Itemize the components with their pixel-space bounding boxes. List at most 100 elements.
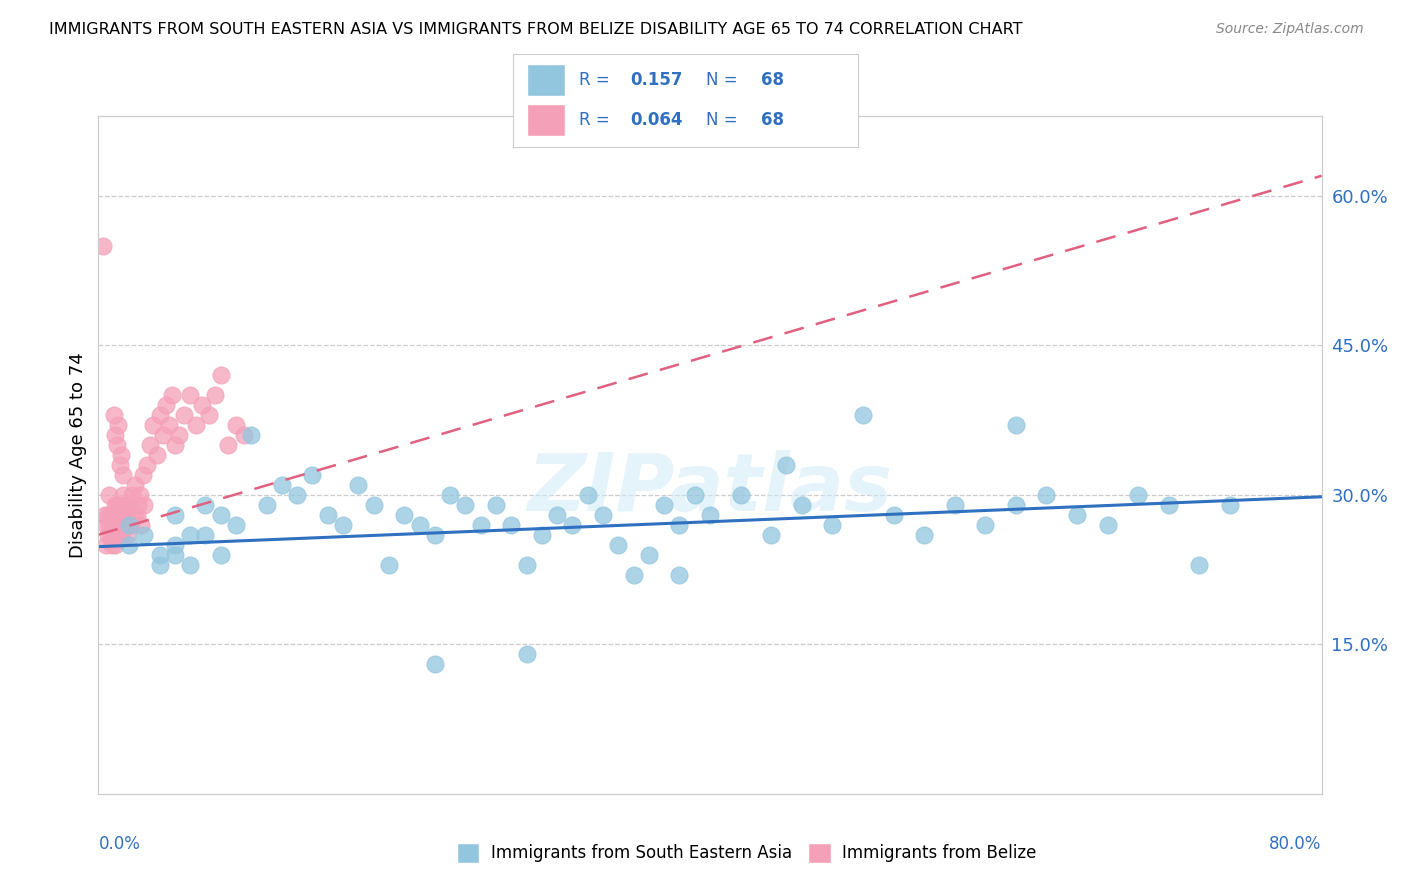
Point	[883, 508, 905, 522]
Point	[94, 538, 117, 552]
Point	[974, 517, 997, 532]
Point	[225, 517, 247, 532]
Point	[530, 527, 553, 541]
Point	[775, 458, 797, 472]
Point	[363, 498, 385, 512]
Point	[134, 527, 156, 541]
Point	[332, 517, 354, 532]
Text: N =: N =	[706, 111, 742, 129]
Point	[103, 527, 125, 541]
Text: 0.064: 0.064	[630, 111, 683, 129]
Point	[423, 527, 446, 541]
Point	[209, 368, 232, 383]
Point	[107, 417, 129, 432]
Point	[104, 498, 127, 512]
Text: Immigrants from Belize: Immigrants from Belize	[842, 844, 1036, 862]
Point	[110, 527, 132, 541]
Point	[118, 538, 141, 552]
Point	[163, 538, 186, 552]
Text: 68: 68	[761, 70, 785, 88]
Point	[108, 517, 131, 532]
Point	[637, 548, 661, 562]
Point	[118, 517, 141, 532]
Point	[316, 508, 339, 522]
Point	[209, 508, 232, 522]
Point	[516, 558, 538, 572]
Point	[191, 398, 214, 412]
Point	[240, 428, 263, 442]
Point	[454, 498, 477, 512]
Point	[139, 438, 162, 452]
Point	[852, 408, 875, 422]
Point	[110, 448, 132, 462]
Point	[157, 417, 180, 432]
Point	[378, 558, 401, 572]
Point	[1035, 488, 1057, 502]
Point	[149, 408, 172, 422]
Point	[1004, 417, 1026, 432]
Point	[108, 458, 131, 472]
Point	[142, 417, 165, 432]
Point	[121, 488, 143, 502]
Point	[100, 508, 122, 522]
Point	[91, 238, 114, 252]
Point	[108, 498, 131, 512]
Point	[392, 508, 416, 522]
Point	[194, 498, 217, 512]
Point	[501, 517, 523, 532]
Point	[1219, 498, 1241, 512]
Point	[256, 498, 278, 512]
Text: ZIPatlas: ZIPatlas	[527, 450, 893, 528]
Text: Source: ZipAtlas.com: Source: ZipAtlas.com	[1216, 22, 1364, 37]
Point	[100, 527, 122, 541]
Point	[163, 548, 186, 562]
Point	[105, 498, 128, 512]
Point	[561, 517, 583, 532]
Point	[1004, 498, 1026, 512]
Point	[204, 388, 226, 402]
Point	[152, 428, 174, 442]
Point	[1188, 558, 1211, 572]
Point	[112, 498, 135, 512]
Point	[105, 517, 128, 532]
Point	[217, 438, 239, 452]
Point	[97, 508, 120, 522]
Point	[270, 478, 292, 492]
Point	[105, 438, 128, 452]
Point	[129, 517, 152, 532]
Point	[179, 558, 201, 572]
Text: N =: N =	[706, 70, 742, 88]
Point	[103, 408, 125, 422]
Point	[301, 467, 323, 482]
Point	[103, 517, 125, 532]
Point	[285, 488, 308, 502]
Point	[408, 517, 430, 532]
Point	[93, 508, 115, 522]
Point	[101, 538, 124, 552]
Point	[607, 538, 630, 552]
Point	[128, 488, 150, 502]
Point	[576, 488, 599, 502]
Point	[110, 508, 132, 522]
Point	[232, 428, 254, 442]
Point	[173, 408, 195, 422]
Bar	[527, 104, 565, 136]
Point	[194, 527, 217, 541]
Text: IMMIGRANTS FROM SOUTH EASTERN ASIA VS IMMIGRANTS FROM BELIZE DISABILITY AGE 65 T: IMMIGRANTS FROM SOUTH EASTERN ASIA VS IM…	[49, 22, 1022, 37]
Point	[943, 498, 966, 512]
Point	[1128, 488, 1150, 502]
Point	[145, 448, 167, 462]
Point	[98, 488, 121, 502]
Point	[111, 467, 134, 482]
Point	[125, 508, 148, 522]
Point	[160, 388, 183, 402]
Point	[118, 498, 141, 512]
Point	[821, 517, 844, 532]
Point	[122, 508, 145, 522]
Point	[546, 508, 568, 522]
Point	[169, 428, 191, 442]
Point	[209, 548, 232, 562]
Point	[516, 648, 538, 662]
Point	[225, 417, 247, 432]
Point	[104, 428, 127, 442]
